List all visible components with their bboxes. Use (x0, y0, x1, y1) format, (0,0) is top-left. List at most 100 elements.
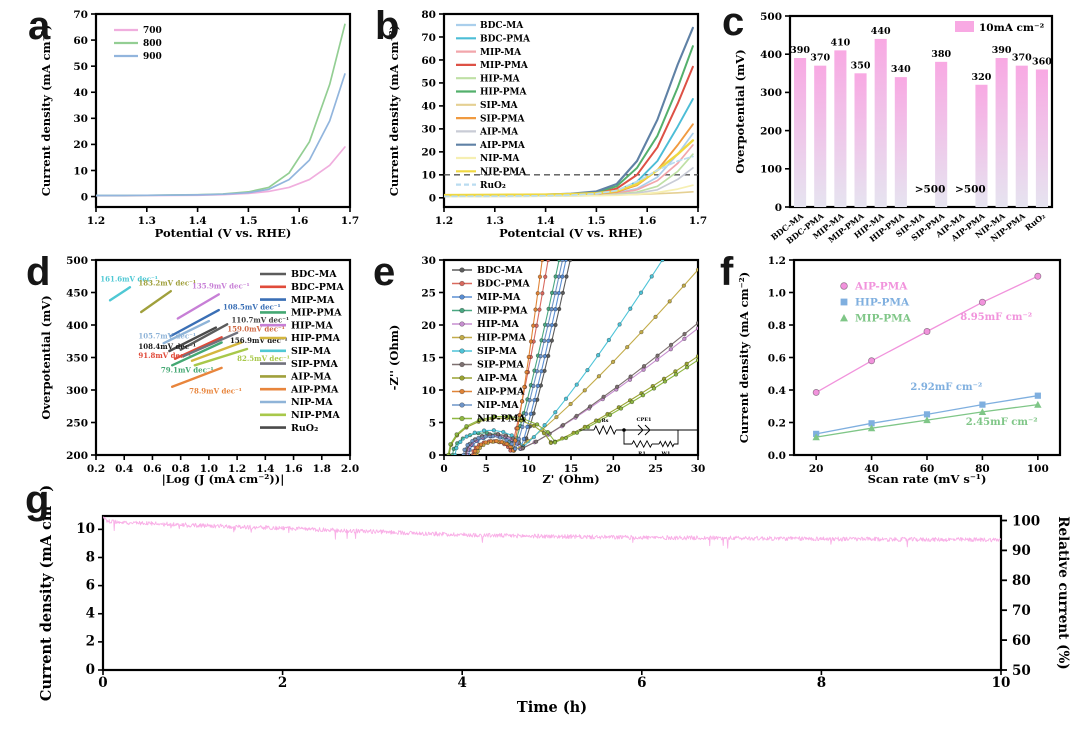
panel-a-label: a (28, 4, 51, 48)
svg-text:SIP-MA: SIP-MA (291, 346, 331, 357)
svg-text:0: 0 (429, 193, 436, 205)
svg-text:1.7: 1.7 (341, 215, 359, 227)
svg-text:SIP-PMA: SIP-PMA (477, 360, 525, 371)
svg-text:183.2mV dec⁻¹: 183.2mV dec⁻¹ (138, 278, 196, 287)
svg-text:1.0: 1.0 (200, 463, 218, 475)
svg-text:60: 60 (1012, 633, 1031, 649)
svg-text:BDC-PMA: BDC-PMA (291, 282, 344, 293)
svg-text:0: 0 (775, 202, 782, 214)
svg-text:SIP-PMA: SIP-PMA (291, 359, 339, 370)
svg-text:161.6mV dec⁻¹: 161.6mV dec⁻¹ (100, 274, 158, 283)
svg-text:MIP-MA: MIP-MA (480, 48, 522, 58)
svg-text:20: 20 (73, 139, 88, 151)
svg-text:82.5mV dec⁻¹: 82.5mV dec⁻¹ (237, 354, 290, 363)
svg-text:70: 70 (421, 32, 436, 44)
svg-text:MIP-PMA: MIP-PMA (291, 308, 342, 319)
svg-text:70: 70 (73, 9, 88, 21)
svg-text:40: 40 (73, 87, 88, 99)
svg-text:900: 900 (143, 52, 162, 62)
svg-text:BDC-PMA: BDC-PMA (477, 279, 530, 290)
panel-f-label: f (720, 250, 734, 294)
svg-text:0.6: 0.6 (143, 463, 161, 475)
svg-text:110.7mV dec⁻¹: 110.7mV dec⁻¹ (231, 315, 289, 324)
svg-text:0.2: 0.2 (768, 417, 786, 429)
svg-text:70: 70 (1012, 603, 1031, 619)
svg-text:156.9mV dec⁻¹: 156.9mV dec⁻¹ (230, 336, 288, 345)
svg-text:105.7mV dec⁻¹: 105.7mV dec⁻¹ (138, 332, 196, 341)
svg-text:8: 8 (817, 675, 826, 691)
svg-text:AIP-MA: AIP-MA (290, 372, 332, 383)
svg-text:MIP-PMA: MIP-PMA (477, 306, 528, 317)
svg-text:80: 80 (1012, 573, 1031, 589)
svg-text:2: 2 (278, 675, 287, 691)
svg-text:0.2: 0.2 (87, 463, 105, 475)
svg-text:370: 370 (1012, 53, 1032, 64)
panel-a-chart: 1.2 1.3 1.4 1.5 1.6 1.7 0 10 20 30 40 50 60 70 Potenti… (39, 9, 359, 240)
svg-text:MIP-PMA: MIP-PMA (855, 313, 912, 325)
svg-text:HIP-MA: HIP-MA (480, 74, 521, 84)
svg-text:0: 0 (81, 191, 88, 203)
svg-text:1.2: 1.2 (228, 463, 246, 475)
svg-text:0: 0 (429, 450, 436, 462)
svg-text:AIP-PMA: AIP-PMA (290, 384, 339, 395)
panel-c: c 0 100 200 300 400 500 Overpotential (mV) 390 B… (712, 2, 1079, 250)
svg-text:100: 100 (760, 164, 782, 176)
panel-f: f 20 40 60 80 100 0.0 0.2 0.4 0.6 0.8 1.0 1.2 Scan r… (712, 250, 1079, 488)
svg-text:Potentcial (V vs. RHE): Potentcial (V vs. RHE) (499, 226, 643, 240)
svg-text:RuO₂: RuO₂ (480, 181, 506, 191)
svg-text:1.3: 1.3 (138, 215, 156, 227)
svg-text:91.8mV dec⁻¹: 91.8mV dec⁻¹ (138, 351, 191, 360)
svg-text:>500: >500 (955, 183, 986, 195)
svg-text:20: 20 (421, 320, 436, 332)
panel-b-label: b (375, 4, 400, 48)
svg-text:SIP-MA: SIP-MA (477, 346, 517, 357)
svg-text:1.6: 1.6 (284, 463, 302, 475)
svg-text:6: 6 (86, 577, 95, 593)
svg-text:R1: R1 (638, 451, 646, 457)
svg-text:300: 300 (66, 385, 88, 397)
svg-text:1.6: 1.6 (290, 215, 308, 227)
svg-text:60: 60 (920, 463, 935, 475)
svg-text:60: 60 (73, 35, 88, 47)
svg-text:1.5: 1.5 (239, 215, 257, 227)
svg-text:HIP-PMA: HIP-PMA (855, 297, 910, 309)
svg-text:10: 10 (521, 463, 536, 475)
svg-text:Overpotential (mV): Overpotential (mV) (39, 295, 53, 419)
svg-text:340: 340 (891, 64, 911, 75)
svg-text:320: 320 (972, 72, 992, 83)
svg-text:10: 10 (421, 385, 436, 397)
svg-text:40: 40 (421, 101, 436, 113)
svg-text:10: 10 (421, 170, 436, 182)
svg-text:400: 400 (66, 320, 88, 332)
panel-e-label: e (373, 250, 396, 294)
svg-text:RuO₂: RuO₂ (291, 423, 318, 434)
svg-text:40: 40 (864, 463, 879, 475)
svg-text:390: 390 (790, 45, 810, 56)
panel-g: g 0 2 4 6 8 10 0 2 4 6 8 10 Time (h) Current density … (18, 476, 1080, 738)
svg-text:80: 80 (421, 9, 436, 21)
svg-text:500: 500 (760, 11, 782, 23)
svg-text:1.5: 1.5 (587, 215, 605, 227)
svg-text:15: 15 (421, 352, 436, 364)
panel-e: e 0 5 10 15 20 25 30 0 5 10 15 20 25 30 Z' (Ohm) -Z'' (… (366, 250, 711, 488)
svg-text:1.7: 1.7 (689, 215, 707, 227)
svg-text:50: 50 (1012, 663, 1031, 679)
svg-text:30: 30 (421, 124, 436, 136)
svg-text:50: 50 (73, 61, 88, 73)
svg-text:1.8: 1.8 (313, 463, 331, 475)
svg-text:AIP-PMA: AIP-PMA (476, 387, 525, 398)
svg-text:2: 2 (86, 634, 95, 650)
svg-text:500: 500 (66, 255, 88, 267)
svg-text:15: 15 (564, 463, 579, 475)
svg-text:SIP-PMA: SIP-PMA (480, 114, 525, 124)
svg-text:20: 20 (809, 463, 824, 475)
panel-e-chart: 0 5 10 15 20 25 30 0 5 10 15 20 25 30 Z' (Ohm) -Z'' (Oh… (387, 255, 705, 486)
svg-text:Z' (Ohm): Z' (Ohm) (542, 472, 599, 486)
svg-text:1.4: 1.4 (536, 215, 554, 227)
svg-text:NIP-MA: NIP-MA (291, 397, 333, 408)
svg-text:30: 30 (421, 255, 436, 267)
svg-text:1.2: 1.2 (768, 255, 786, 267)
svg-text:8: 8 (86, 549, 95, 565)
svg-text:SIP-MA: SIP-MA (480, 101, 519, 111)
